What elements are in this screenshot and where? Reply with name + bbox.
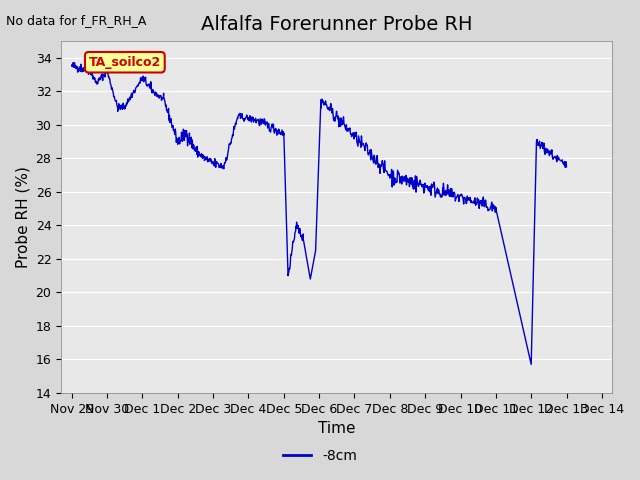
Text: TA_soilco2: TA_soilco2	[89, 56, 161, 69]
Y-axis label: Probe RH (%): Probe RH (%)	[15, 166, 30, 268]
Text: No data for f_FR_RH_A: No data for f_FR_RH_A	[6, 14, 147, 27]
Legend: -8cm: -8cm	[278, 443, 362, 468]
X-axis label: Time: Time	[318, 421, 356, 436]
Title: Alfalfa Forerunner Probe RH: Alfalfa Forerunner Probe RH	[201, 15, 472, 34]
